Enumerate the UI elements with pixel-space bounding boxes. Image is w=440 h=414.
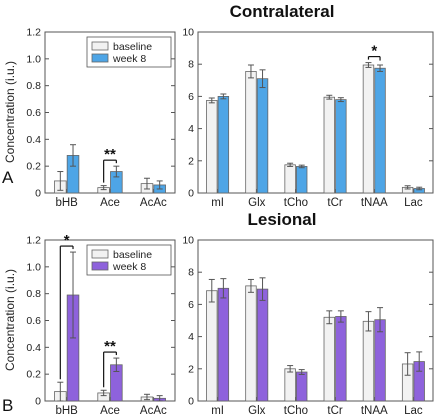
plot-frame	[197, 31, 434, 194]
y-tick-label: 6	[188, 91, 194, 103]
bar-baseline	[323, 96, 335, 194]
category-label: Glx	[248, 405, 266, 414]
bar-baseline	[362, 64, 375, 194]
y-axis-label: Concentration (i.u.)	[3, 61, 17, 163]
significance-marker: *	[64, 232, 70, 249]
legend-label: baseline	[113, 249, 152, 261]
bar-week8	[335, 316, 347, 402]
chart-a-left: 0 0.2 0.4 0.6 0.8 1.0 1.2 Concentration (i.u.) b…	[3, 27, 176, 209]
category-label: bHB	[55, 197, 78, 209]
y-tick-label: 2	[188, 363, 194, 375]
significance-marker: **	[104, 338, 116, 355]
y-tick-label: 8	[188, 267, 194, 279]
chart-b-left: 0 0.2 0.4 0.6 0.8 1.0 1.2 Concentration (i.u.) b…	[3, 232, 176, 414]
category-label: tCho	[284, 197, 308, 209]
y-tick-label: 0.4	[26, 134, 41, 146]
category-label: Lac	[404, 197, 423, 209]
bar-week8	[256, 78, 269, 194]
plot-frame	[197, 239, 434, 402]
y-tick-label: 4	[188, 123, 194, 135]
y-tick-label: 0.2	[26, 161, 41, 173]
y-tick-label: 0.8	[26, 80, 41, 92]
y-tick-label: 0.6	[26, 315, 41, 327]
panel-a-letter: A	[2, 168, 14, 187]
bar-week8	[374, 67, 386, 194]
bar-baseline	[245, 285, 257, 402]
y-tick-label: 4	[188, 331, 194, 343]
panel-a-title: Contralateral	[230, 2, 335, 21]
y-tick-label: 8	[188, 59, 194, 71]
y-tick-label: 1.0	[26, 53, 41, 65]
legend-label: week 8	[112, 53, 146, 65]
legend-label: week 8	[112, 261, 146, 273]
y-axis-label: Concentration (i.u.)	[3, 269, 17, 371]
y-tick-label: 6	[188, 299, 194, 311]
bar-baseline	[362, 320, 375, 402]
y-tick-label: 0.8	[26, 288, 41, 300]
legend-swatch-baseline	[91, 41, 109, 51]
category-label: tCr	[327, 197, 343, 209]
y-tick-label: 0	[188, 188, 194, 200]
category-label: AcAc	[140, 405, 167, 414]
category-label: mI	[211, 197, 224, 209]
chart-b-right: 0 2 4 6 8 10 mI Glx tCho tCr tNAA Lac	[182, 235, 434, 414]
bar-baseline	[206, 100, 218, 194]
category-label: tNAA	[361, 197, 388, 209]
y-tick-label: 10	[182, 27, 194, 39]
panel-b-title: Lesional	[248, 210, 317, 229]
category-label: mI	[211, 405, 224, 414]
category-label: tCho	[284, 405, 308, 414]
category-label: tNAA	[361, 405, 388, 414]
y-tick-label: 0.6	[26, 107, 41, 119]
y-tick-label: 0.4	[26, 342, 41, 354]
legend-swatch-week8	[91, 261, 109, 271]
bar-baseline	[284, 164, 296, 194]
panel-b-letter: B	[2, 396, 13, 414]
category-label: AcAc	[140, 197, 167, 209]
bar-baseline	[284, 368, 296, 402]
y-tick-label: 2	[188, 155, 194, 167]
chart-a-right: 0 2 4 6 8 10 mI Glx tCho tCr tNAA Lac *	[182, 27, 434, 209]
y-tick-label: 1.2	[26, 235, 41, 247]
bar-baseline	[245, 71, 257, 194]
category-label: Lac	[404, 405, 423, 414]
y-tick-label: 10	[182, 235, 194, 247]
bar-week8	[335, 99, 347, 194]
bar-week8	[217, 287, 230, 402]
legend-label: baseline	[113, 41, 152, 53]
bar-baseline	[323, 316, 335, 402]
y-tick-label: 0.2	[26, 369, 41, 381]
y-tick-label: 0	[35, 188, 41, 200]
category-label: tCr	[327, 405, 343, 414]
y-tick-label: 1.2	[26, 27, 41, 39]
legend-swatch-week8	[91, 53, 109, 63]
y-tick-label: 1.0	[26, 261, 41, 273]
bar-week8	[256, 288, 269, 402]
significance-marker: **	[104, 146, 116, 163]
category-label: bHB	[55, 405, 78, 414]
bar-week8	[217, 96, 230, 194]
legend-swatch-baseline	[91, 249, 109, 259]
significance-marker: *	[371, 43, 377, 60]
category-label: Ace	[100, 405, 120, 414]
bar-baseline	[206, 290, 218, 402]
bar-week8	[296, 166, 308, 194]
plots-layer: 0 0.2 0.4 0.6 0.8 1.0 1.2 Concentration (i.u.) b…	[3, 27, 434, 414]
category-label: Glx	[248, 197, 266, 209]
bar-week8	[296, 371, 308, 402]
category-label: Ace	[100, 197, 120, 209]
y-tick-label: 0	[35, 396, 41, 408]
y-tick-label: 0	[188, 396, 194, 408]
